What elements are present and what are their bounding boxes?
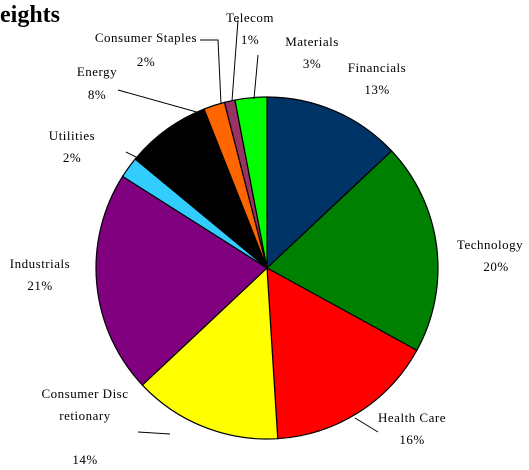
- slice-label: Technology: [456, 237, 524, 252]
- slice-label: Energy: [76, 64, 118, 79]
- value-label: 2%: [136, 54, 156, 69]
- value-label: 21%: [27, 278, 53, 293]
- slice-label: Health Care: [378, 410, 446, 425]
- value-label: 14%: [72, 452, 98, 467]
- value-label: 20%: [483, 259, 509, 274]
- pie-slice: [265, 150, 439, 352]
- chart-title: eights: [0, 2, 60, 28]
- leader-line: [137, 431, 171, 435]
- value-label: 3%: [302, 56, 322, 71]
- slice-label: Financials: [347, 60, 407, 75]
- pie-slice: [234, 96, 268, 269]
- slice-label: Materials: [285, 34, 339, 49]
- leader-line: [200, 39, 222, 105]
- slice-label: Utilities: [48, 128, 96, 143]
- pie-slice: [266, 266, 418, 440]
- leader-line: [354, 417, 379, 433]
- value-label: 13%: [364, 82, 390, 97]
- slice-label: Telecom: [225, 10, 275, 25]
- pie-slice: [141, 266, 279, 440]
- leader-line: [117, 89, 219, 119]
- leader-line: [253, 54, 259, 100]
- value-label: 1%: [240, 32, 260, 47]
- value-label: 8%: [87, 87, 107, 102]
- pie-slice: [266, 96, 393, 270]
- slice-label: Consumer Discretionary: [41, 386, 129, 423]
- slice-label: Consumer Staples: [94, 30, 198, 45]
- slice-label: Industrials: [9, 256, 71, 271]
- value-label: 16%: [399, 432, 425, 447]
- value-label: 2%: [62, 150, 82, 165]
- leader-line: [231, 19, 239, 102]
- pie-slice: [95, 175, 268, 386]
